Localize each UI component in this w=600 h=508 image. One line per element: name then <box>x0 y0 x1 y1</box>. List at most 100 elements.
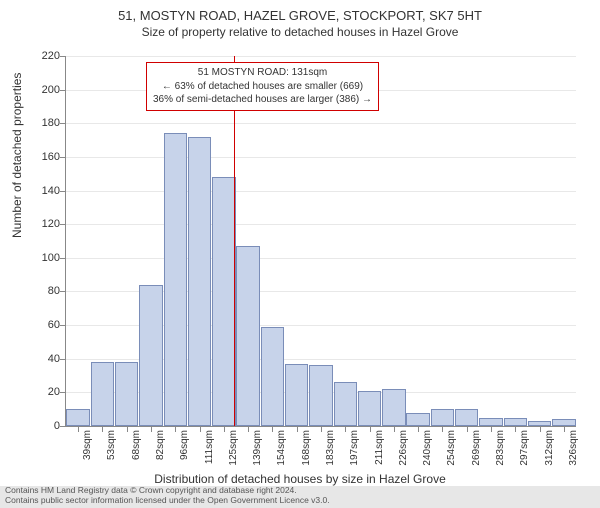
y-tick <box>60 56 66 57</box>
x-axis-label: Distribution of detached houses by size … <box>0 472 600 486</box>
x-tick-label: 269sqm <box>471 430 482 470</box>
x-tick-label: 111sqm <box>204 430 215 470</box>
x-tick-label: 312sqm <box>544 430 555 470</box>
x-tick-label: 68sqm <box>131 430 142 470</box>
chart-subtitle: Size of property relative to detached ho… <box>0 25 600 39</box>
x-tick <box>370 426 371 432</box>
x-tick-label: 125sqm <box>228 430 239 470</box>
y-tick-label: 200 <box>20 84 60 96</box>
histogram-bar <box>115 362 138 426</box>
info-box: 51 MOSTYN ROAD: 131sqm← 63% of detached … <box>146 62 379 111</box>
gridline <box>66 56 576 57</box>
x-tick <box>272 426 273 432</box>
y-tick <box>60 224 66 225</box>
info-box-line-1: 51 MOSTYN ROAD: 131sqm <box>153 66 372 80</box>
y-tick-label: 100 <box>20 252 60 264</box>
y-tick <box>60 90 66 91</box>
x-tick <box>175 426 176 432</box>
x-tick-label: 297sqm <box>519 430 530 470</box>
x-tick-label: 139sqm <box>252 430 263 470</box>
histogram-bar <box>358 391 381 426</box>
x-tick <box>297 426 298 432</box>
x-tick-label: 254sqm <box>446 430 457 470</box>
x-tick <box>248 426 249 432</box>
histogram-bar <box>212 177 235 426</box>
x-tick <box>78 426 79 432</box>
x-tick <box>394 426 395 432</box>
y-tick <box>60 325 66 326</box>
x-tick <box>151 426 152 432</box>
x-tick-label: 168sqm <box>301 430 312 470</box>
footer-line-2: Contains public sector information licen… <box>5 496 330 506</box>
y-tick <box>60 426 66 427</box>
x-tick <box>564 426 565 432</box>
y-tick-label: 80 <box>20 285 60 297</box>
chart-title: 51, MOSTYN ROAD, HAZEL GROVE, STOCKPORT,… <box>0 8 600 23</box>
y-tick-label: 60 <box>20 319 60 331</box>
histogram-bar <box>552 419 575 426</box>
gridline <box>66 258 576 259</box>
y-tick <box>60 291 66 292</box>
x-tick-label: 183sqm <box>325 430 336 470</box>
x-tick-label: 283sqm <box>495 430 506 470</box>
histogram-bar <box>91 362 114 426</box>
x-tick-label: 226sqm <box>398 430 409 470</box>
histogram-bar <box>309 365 332 426</box>
y-tick-label: 180 <box>20 117 60 129</box>
y-tick-label: 40 <box>20 353 60 365</box>
histogram-bar <box>188 137 211 426</box>
histogram-bar <box>455 409 478 426</box>
gridline <box>66 157 576 158</box>
histogram-bar <box>139 285 162 426</box>
histogram-bar <box>66 409 89 426</box>
x-tick <box>224 426 225 432</box>
gridline <box>66 191 576 192</box>
y-tick <box>60 392 66 393</box>
x-tick <box>200 426 201 432</box>
y-tick <box>60 123 66 124</box>
chart-area: 02040608010012014016018020022039sqm53sqm… <box>65 56 575 426</box>
y-tick-label: 160 <box>20 151 60 163</box>
x-tick-label: 326sqm <box>568 430 579 470</box>
info-box-line-3: 36% of semi-detached houses are larger (… <box>153 93 372 107</box>
x-tick-label: 53sqm <box>106 430 117 470</box>
x-tick <box>127 426 128 432</box>
x-tick-label: 39sqm <box>82 430 93 470</box>
histogram-bar <box>236 246 259 426</box>
x-tick <box>442 426 443 432</box>
x-tick <box>418 426 419 432</box>
histogram-bar <box>261 327 284 426</box>
x-tick <box>321 426 322 432</box>
y-tick-label: 140 <box>20 185 60 197</box>
y-tick <box>60 359 66 360</box>
x-tick <box>540 426 541 432</box>
x-tick-label: 82sqm <box>155 430 166 470</box>
x-tick-label: 197sqm <box>349 430 360 470</box>
x-tick <box>515 426 516 432</box>
y-tick-label: 0 <box>20 420 60 432</box>
footer-attribution: Contains HM Land Registry data © Crown c… <box>5 486 330 506</box>
reference-line <box>234 56 235 426</box>
y-tick-label: 220 <box>20 50 60 62</box>
histogram-bar <box>164 133 187 426</box>
histogram-bar <box>406 413 429 426</box>
x-tick <box>345 426 346 432</box>
x-tick <box>491 426 492 432</box>
y-tick-label: 120 <box>20 218 60 230</box>
gridline <box>66 224 576 225</box>
info-box-line-2: ← 63% of detached houses are smaller (66… <box>153 80 372 94</box>
histogram-bar <box>504 418 527 426</box>
histogram-bar <box>382 389 405 426</box>
x-tick-label: 96sqm <box>179 430 190 470</box>
histogram-bar <box>285 364 308 426</box>
histogram-bar <box>479 418 502 426</box>
x-tick-label: 211sqm <box>374 430 385 470</box>
x-tick <box>467 426 468 432</box>
y-tick-label: 20 <box>20 386 60 398</box>
x-tick-label: 240sqm <box>422 430 433 470</box>
y-tick <box>60 258 66 259</box>
histogram-bar <box>431 409 454 426</box>
y-tick <box>60 157 66 158</box>
gridline <box>66 123 576 124</box>
x-tick <box>102 426 103 432</box>
